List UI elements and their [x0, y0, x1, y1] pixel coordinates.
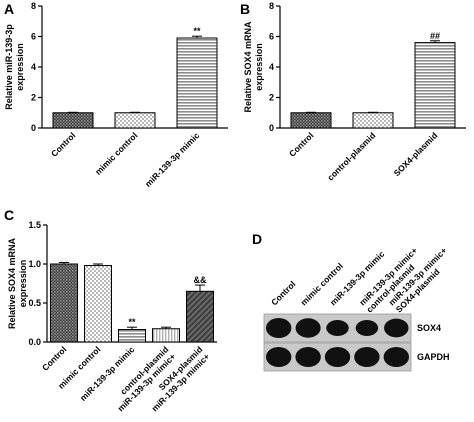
panel-letter-b: B	[240, 1, 250, 17]
category-label: miR-139-3p mimic	[143, 130, 202, 189]
blot-band	[295, 318, 321, 338]
y-tick-label: 6	[269, 32, 274, 42]
blot-band	[354, 347, 380, 367]
significance-label: **	[193, 26, 201, 36]
bar	[186, 290, 214, 343]
category-label-line: Control	[287, 130, 315, 158]
y-tick-label: 1.5	[28, 220, 41, 230]
bar	[152, 328, 180, 343]
y-tick-label: 0.0	[28, 337, 41, 347]
bar	[50, 263, 78, 343]
blot-band	[384, 318, 409, 338]
blot-band	[266, 347, 292, 367]
blot-lane-label: Control	[269, 279, 297, 307]
category-label: Control	[287, 130, 315, 158]
y-axis-title: Relative SOX4 mRNA	[7, 237, 17, 329]
y-axis-title: expression	[254, 43, 264, 91]
panel-letter-a: A	[4, 1, 14, 17]
y-tick-label: 2	[31, 93, 36, 103]
category-label-line: mimic control	[93, 130, 139, 176]
y-tick-label: 4	[31, 62, 36, 72]
blot-band	[355, 320, 379, 336]
chart-panel-a: 0 2 4 6 8 Relative miR-139-3p expression Contro…	[4, 1, 228, 189]
bar	[352, 112, 394, 129]
category-label: SOX4-plasmid	[392, 130, 440, 178]
blot-band	[295, 347, 321, 367]
y-tick-label: 1.0	[28, 259, 41, 269]
category-label-line: Control	[40, 344, 68, 372]
panel-letter-d: D	[252, 231, 262, 247]
blot-row-label: GAPDH	[417, 352, 450, 362]
y-tick-label: 0.5	[28, 298, 41, 308]
bar	[52, 112, 94, 129]
category-label-line: miR-139-3p mimic	[143, 130, 202, 189]
bar	[290, 112, 332, 129]
category-label: Control	[49, 130, 77, 158]
blot-band	[324, 347, 351, 367]
y-tick-label: 4	[269, 62, 274, 72]
category-label-line: control-plasmid	[325, 130, 377, 182]
blot-lane-label-line: Control	[269, 279, 297, 307]
bar	[414, 42, 456, 129]
significance-label: &&	[194, 275, 207, 285]
y-axis-title: expression	[15, 43, 25, 91]
y-tick-label: 2	[269, 93, 274, 103]
blot-row-label: SOX4	[417, 323, 441, 333]
y-axis-title: expression	[18, 260, 28, 308]
bar	[84, 265, 112, 343]
y-tick-label: 0	[269, 123, 274, 133]
category-label-line: Control	[49, 130, 77, 158]
y-axis-title: Relative miR-139-3p	[4, 24, 14, 110]
y-axis-title: Relative SOX4 mRNA	[243, 21, 253, 113]
category-label: control-plasmid	[325, 130, 377, 182]
bar	[176, 37, 218, 129]
chart-panel-b: 0 2 4 6 8 Relative SOX4 mRNA expression Control…	[243, 1, 466, 183]
category-label: mimic control	[93, 130, 139, 176]
bar	[118, 329, 146, 343]
significance-label: **	[128, 317, 136, 327]
chart-panel-c: 0.0 0.5 1.0 1.5 Relative SOX4 mRNA expression…	[7, 220, 217, 413]
blot-band	[266, 318, 292, 338]
significance-label: ##	[430, 31, 440, 41]
y-tick-label: 0	[31, 123, 36, 133]
y-tick-label: 8	[269, 1, 274, 11]
y-tick-label: 6	[31, 32, 36, 42]
blot-band	[326, 320, 349, 336]
bar	[114, 112, 156, 129]
panel-letter-c: C	[4, 207, 14, 223]
category-label-line: SOX4-plasmid	[392, 130, 440, 178]
y-tick-label: 8	[31, 1, 36, 11]
blot-band	[383, 347, 409, 367]
category-label: Control	[40, 344, 68, 372]
